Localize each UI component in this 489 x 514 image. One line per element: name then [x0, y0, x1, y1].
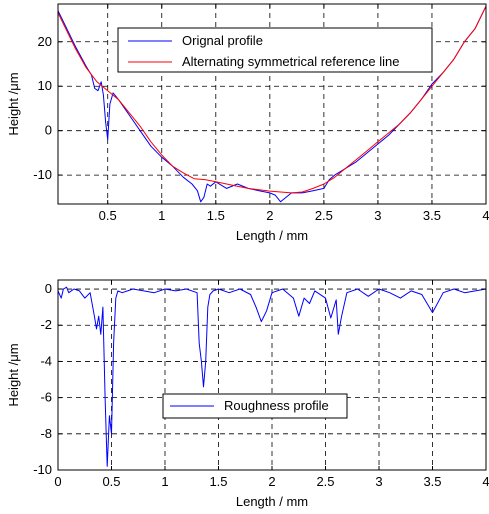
top-legend-box — [117, 27, 433, 73]
top-series-line-1 — [57, 5, 487, 194]
legend-roughness-label: Roughness profile — [224, 398, 329, 413]
top-xtick-label: 1 — [158, 208, 165, 223]
top-series-line-0 — [57, 5, 487, 203]
bottom-series-group — [57, 286, 487, 467]
bottom-legend: Roughness profile — [162, 393, 348, 419]
bottom-xtick-label: 3 — [375, 474, 382, 489]
top-xtick-label: 0.5 — [99, 208, 117, 223]
bottom-ytick-label: -4 — [40, 353, 52, 368]
legend-reference-label: Alternating symmetrical reference line — [182, 54, 399, 69]
bottom-ytick-label: 0 — [45, 281, 52, 296]
top-xtick-label: 3 — [374, 208, 381, 223]
top-axes-box — [57, 3, 487, 205]
bottom-xtick-label: 3.5 — [423, 474, 441, 489]
top-legend: Orignal profile Alternating symmetrical … — [117, 27, 433, 73]
top-xtick-label: 4 — [482, 208, 489, 223]
top-grid — [58, 4, 486, 204]
top-ylabel: Height /μm — [6, 72, 21, 135]
bottom-plot: 0 0.5 1 1.5 2 2.5 3 3.5 4 -10 -8 -6 -4 -2 0 Length / m… — [6, 279, 489, 509]
top-xtick-label: 3.5 — [423, 208, 441, 223]
bottom-xtick-label: 1.5 — [209, 474, 227, 489]
bottom-xtick-label: 2 — [268, 474, 275, 489]
top-ytick-label: -10 — [33, 167, 52, 182]
top-xtick-label: 1.5 — [207, 208, 225, 223]
top-series-group — [57, 5, 487, 203]
bottom-xtick-label: 4 — [482, 474, 489, 489]
bottom-xtick-label: 0 — [54, 474, 61, 489]
top-ytick-label: 10 — [38, 78, 52, 93]
bottom-xlabel: Length / mm — [236, 494, 308, 509]
bottom-ytick-label: -6 — [40, 390, 52, 405]
top-xtick-label: 2.5 — [315, 208, 333, 223]
bottom-ticks: 0 0.5 1 1.5 2 2.5 3 3.5 4 -10 -8 -6 -4 -2 0 — [33, 280, 489, 489]
legend-original-label: Orignal profile — [182, 33, 263, 48]
bottom-xtick-label: 1 — [161, 474, 168, 489]
bottom-ylabel: Height /μm — [6, 343, 21, 406]
bottom-xtick-label: 0.5 — [102, 474, 120, 489]
top-ytick-label: 0 — [45, 123, 52, 138]
top-xtick-label: 2 — [266, 208, 273, 223]
bottom-series-line-0 — [57, 286, 487, 467]
top-ytick-label: 20 — [38, 34, 52, 49]
bottom-ytick-label: -10 — [33, 462, 52, 477]
top-plot: 0.5 1 1.5 2 2.5 3 3.5 4 -10 0 10 20 Length / mm Hei… — [6, 3, 489, 243]
bottom-xtick-label: 2.5 — [316, 474, 334, 489]
bottom-ytick-label: -8 — [40, 426, 52, 441]
bottom-ytick-label: -2 — [40, 317, 52, 332]
top-xlabel: Length / mm — [236, 228, 308, 243]
top-ticks: 0.5 1 1.5 2 2.5 3 3.5 4 -10 0 10 20 — [33, 4, 489, 223]
